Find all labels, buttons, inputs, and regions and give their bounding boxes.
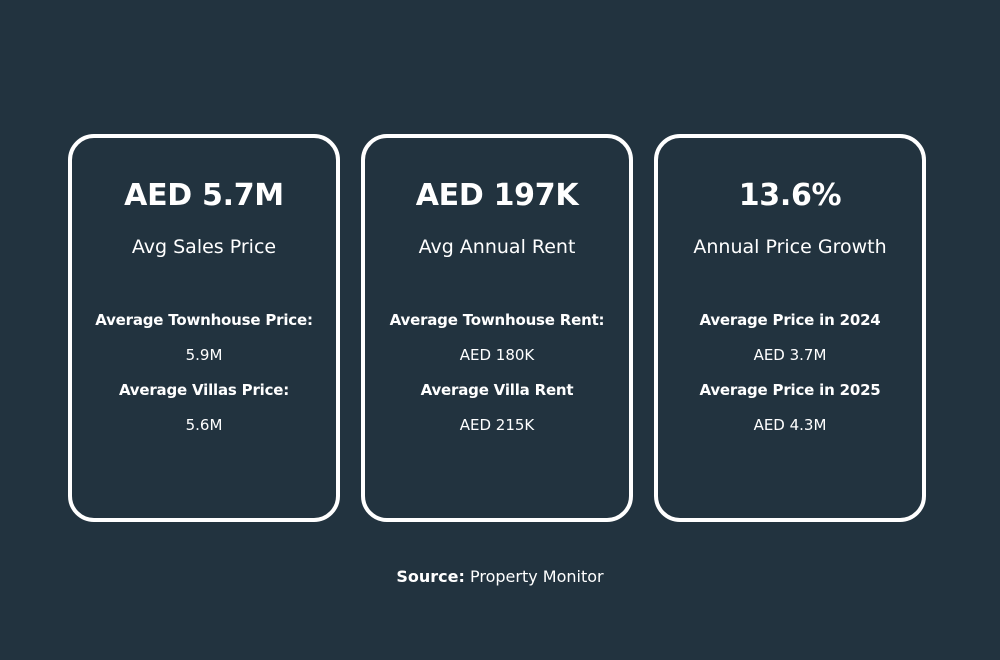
metric-value: 13.6% bbox=[738, 178, 842, 213]
detail-label-price-2025: Average Price in 2025 bbox=[699, 381, 881, 399]
metric-label: Avg Sales Price bbox=[131, 236, 277, 258]
source-note: Source: Property Monitor bbox=[0, 567, 1000, 586]
detail-value-villas-price: 5.6M bbox=[185, 416, 223, 434]
detail-label-townhouse-rent: Average Townhouse Rent: bbox=[389, 311, 605, 329]
metric-value: AED 5.7M bbox=[124, 178, 284, 213]
detail-label-townhouse-price: Average Townhouse Price: bbox=[95, 311, 313, 329]
detail-value-townhouse-rent: AED 180K bbox=[459, 346, 535, 364]
metric-label: Annual Price Growth bbox=[693, 236, 887, 258]
detail-label-villas-price: Average Villas Price: bbox=[118, 381, 290, 399]
detail-label-villa-rent: Average Villa Rent bbox=[420, 381, 574, 399]
detail-label-price-2024: Average Price in 2024 bbox=[699, 311, 881, 329]
detail-value-villa-rent: AED 215K bbox=[459, 416, 535, 434]
stat-card-price-growth: 13.6% Annual Price Growth Average Price … bbox=[654, 134, 926, 522]
metric-label: Avg Annual Rent bbox=[418, 236, 576, 258]
source-key: Source: bbox=[396, 567, 465, 586]
detail-value-townhouse-price: 5.9M bbox=[185, 346, 223, 364]
source-value: Property Monitor bbox=[470, 567, 604, 586]
stat-card-sales-price: AED 5.7M Avg Sales Price Average Townhou… bbox=[68, 134, 340, 522]
detail-value-price-2024: AED 3.7M bbox=[753, 346, 827, 364]
metric-value: AED 197K bbox=[415, 178, 579, 213]
stat-card-annual-rent: AED 197K Avg Annual Rent Average Townhou… bbox=[361, 134, 633, 522]
detail-value-price-2025: AED 4.3M bbox=[753, 416, 827, 434]
